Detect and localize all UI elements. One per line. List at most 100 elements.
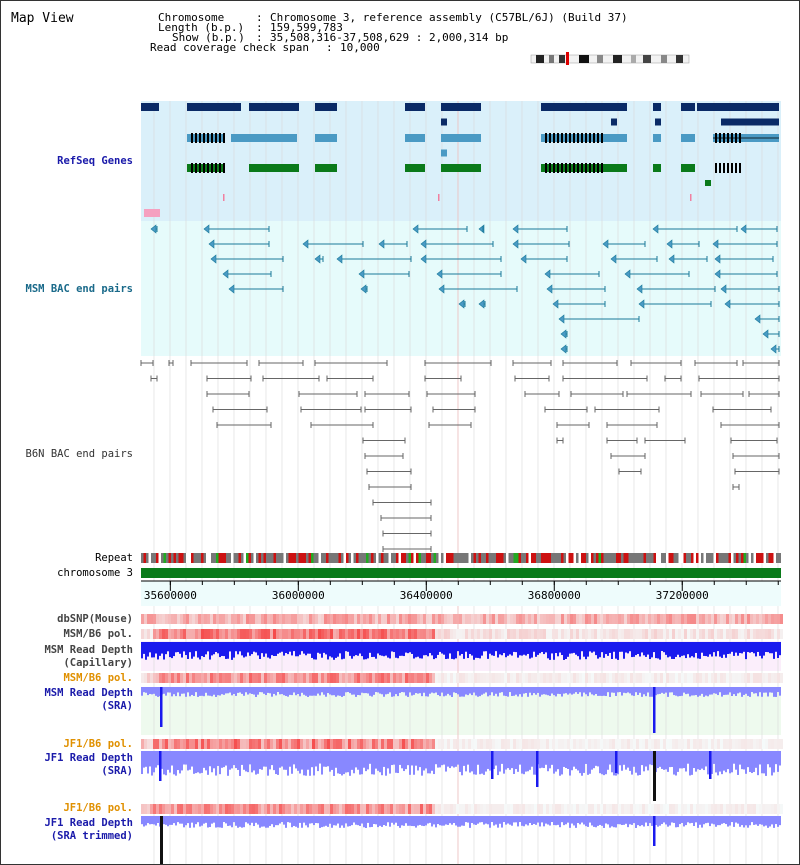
heat-cell bbox=[144, 804, 147, 814]
repeat-segment bbox=[356, 553, 359, 563]
heat-cell bbox=[762, 804, 765, 814]
depth-bar bbox=[469, 816, 471, 828]
heat-cell bbox=[744, 804, 747, 814]
track-label-msm-depth-cap[interactable]: MSM Read Depth bbox=[44, 644, 133, 656]
ideogram-band bbox=[631, 55, 636, 63]
depth-bar bbox=[459, 687, 461, 697]
depth-bar bbox=[253, 687, 255, 695]
depth-bar bbox=[383, 642, 385, 657]
depth-bar bbox=[241, 751, 243, 765]
repeat-segment bbox=[451, 553, 454, 563]
heat-cell bbox=[549, 739, 552, 749]
coverage-value: 10,000 bbox=[340, 41, 380, 54]
depth-bar bbox=[297, 642, 299, 657]
heat-cell bbox=[474, 739, 477, 749]
heat-cell bbox=[612, 629, 615, 639]
repeat-segment bbox=[588, 553, 591, 563]
pink-tick bbox=[690, 194, 692, 201]
bac-end-marker bbox=[208, 239, 215, 249]
depth-bar bbox=[657, 816, 659, 827]
depth-bar bbox=[351, 816, 353, 826]
repeat-segment bbox=[421, 553, 424, 563]
heat-cell bbox=[396, 673, 399, 683]
heat-cell bbox=[444, 629, 447, 639]
bac-end-marker bbox=[666, 239, 673, 249]
heat-cell bbox=[168, 804, 171, 814]
depth-bar bbox=[171, 751, 173, 766]
heat-cell bbox=[756, 614, 759, 624]
gene-model bbox=[187, 164, 225, 172]
depth-bar bbox=[285, 816, 287, 828]
repeat-segment bbox=[648, 553, 651, 563]
track-label-jf1-pol-1[interactable]: JF1/B6 pol. bbox=[63, 738, 133, 750]
repeat-segment bbox=[676, 553, 679, 563]
depth-bar bbox=[301, 751, 303, 770]
heat-cell bbox=[576, 739, 579, 749]
depth-bar bbox=[371, 642, 373, 658]
heat-cell bbox=[195, 629, 198, 639]
depth-bar bbox=[239, 816, 241, 827]
track-label-dbsnp[interactable]: dbSNP(Mouse) bbox=[57, 613, 133, 625]
track-label-jf1-depth-sra[interactable]: JF1 Read Depth bbox=[44, 752, 133, 764]
heat-cell bbox=[309, 629, 312, 639]
heat-cell bbox=[399, 739, 402, 749]
heat-cell bbox=[750, 673, 753, 683]
heat-cell bbox=[378, 739, 381, 749]
heat-cell bbox=[753, 629, 756, 639]
heat-cell bbox=[273, 804, 276, 814]
heat-cell bbox=[732, 629, 735, 639]
heat-cell bbox=[669, 614, 672, 624]
track-label-msm-pol-1[interactable]: MSM/B6 pol. bbox=[63, 628, 133, 640]
depth-bar bbox=[457, 816, 459, 827]
heat-cell bbox=[675, 739, 678, 749]
repeat-segment bbox=[361, 553, 364, 563]
gene-model bbox=[187, 103, 241, 111]
depth-bar bbox=[691, 816, 693, 823]
heat-cell bbox=[414, 804, 417, 814]
heat-cell bbox=[714, 629, 717, 639]
track-label-msm-pol-2[interactable]: MSM/B6 pol. bbox=[63, 672, 133, 684]
track-label-jf1-depth-trim[interactable]: JF1 Read Depth bbox=[44, 817, 133, 829]
depth-bar bbox=[571, 816, 573, 824]
heat-cell bbox=[777, 804, 780, 814]
heat-cell bbox=[321, 629, 324, 639]
depth-bar bbox=[429, 687, 431, 694]
depth-bar bbox=[709, 642, 711, 655]
depth-bar bbox=[593, 642, 595, 652]
heat-cell bbox=[156, 739, 159, 749]
heat-cell bbox=[297, 629, 300, 639]
heat-cell bbox=[738, 739, 741, 749]
heat-cell bbox=[750, 804, 753, 814]
heat-cell bbox=[294, 673, 297, 683]
track-label-repeat[interactable]: Repeat bbox=[95, 552, 133, 564]
heat-cell bbox=[726, 673, 729, 683]
track-label-b6n-bac[interactable]: B6N BAC end pairs bbox=[25, 448, 133, 460]
track-label-msm-bac[interactable]: MSM BAC end pairs bbox=[25, 283, 133, 295]
depth-bar bbox=[471, 816, 473, 824]
repeat-segment bbox=[423, 553, 426, 563]
depth-bar bbox=[549, 816, 551, 826]
depth-bar bbox=[431, 687, 433, 693]
depth-bar bbox=[679, 751, 681, 769]
depth-bar bbox=[635, 687, 637, 693]
heat-cell bbox=[465, 673, 468, 683]
heat-cell bbox=[471, 629, 474, 639]
heat-cell bbox=[681, 673, 684, 683]
heat-cell bbox=[192, 673, 195, 683]
depth-bar bbox=[341, 751, 343, 776]
heat-cell bbox=[303, 739, 306, 749]
heat-cell bbox=[480, 739, 483, 749]
track-label-chromosome[interactable]: chromosome 3 bbox=[57, 567, 133, 579]
track-label-refseq[interactable]: RefSeq Genes bbox=[57, 155, 133, 167]
heat-cell bbox=[771, 804, 774, 814]
repeat-segment bbox=[608, 553, 611, 563]
depth-bar bbox=[665, 642, 667, 655]
depth-bar bbox=[773, 816, 775, 828]
repeat-segment bbox=[751, 553, 754, 563]
heat-cell bbox=[243, 629, 246, 639]
depth-bar bbox=[397, 642, 399, 659]
track-label-jf1-pol-2[interactable]: JF1/B6 pol. bbox=[63, 802, 133, 814]
track-label-msm-depth-sra[interactable]: MSM Read Depth bbox=[44, 687, 133, 699]
depth-bar bbox=[597, 687, 599, 696]
